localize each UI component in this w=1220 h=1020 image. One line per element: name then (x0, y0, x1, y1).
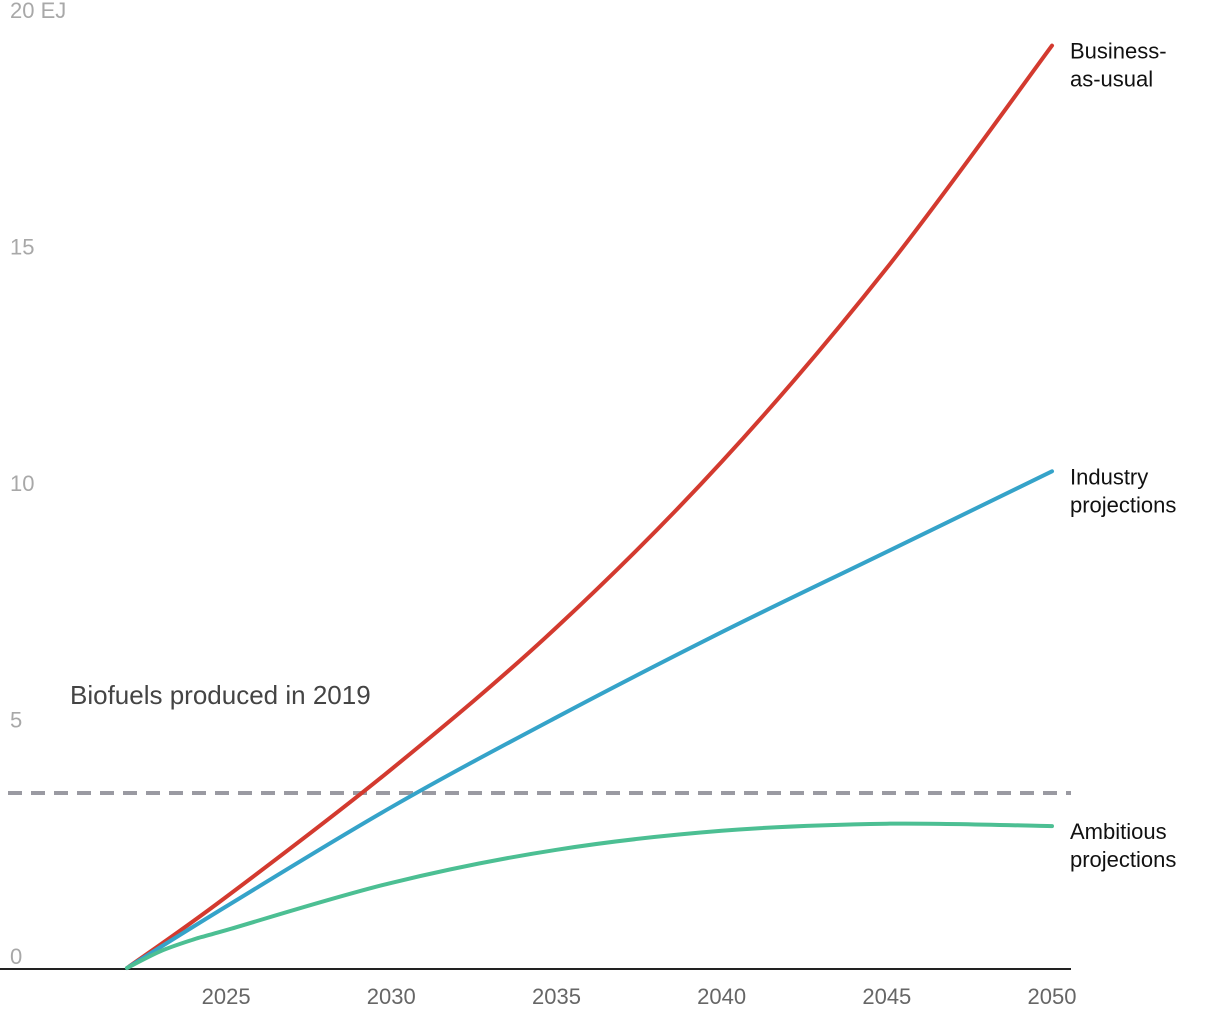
series-label-line: projections (1070, 847, 1176, 872)
series-line-ambitious-projections (125, 821, 1054, 970)
series-label-line: as-usual (1070, 67, 1153, 92)
series-label-line: Business- (1070, 39, 1167, 64)
series-label-line: Industry (1070, 464, 1148, 489)
y-tick-label: 0 (10, 944, 22, 969)
x-tick-label: 2045 (862, 984, 911, 1009)
x-tick-label: 2050 (1028, 984, 1077, 1009)
series-label-line: projections (1070, 492, 1176, 517)
y-tick-label: 15 (10, 235, 34, 260)
series-lines (125, 43, 1054, 970)
series-line-business-as-usual (125, 43, 1054, 970)
series-line-industry-projections (125, 469, 1054, 970)
x-tick-label: 2030 (367, 984, 416, 1009)
series-label-line: Ambitious (1070, 819, 1167, 844)
y-axis-ticks: 0 5 10 15 20 EJ (10, 0, 66, 969)
reference-line-group: Biofuels produced in 2019 (8, 680, 1071, 795)
y-tick-label: 5 (10, 708, 22, 733)
y-tick-label: 20 EJ (10, 0, 66, 23)
x-tick-label: 2025 (202, 984, 251, 1009)
series-label-industry-projections: Industry projections (1070, 464, 1176, 517)
x-tick-label: 2040 (697, 984, 746, 1009)
x-axis-ticks: 2025 2030 2035 2040 2045 2050 (202, 984, 1077, 1009)
series-label-ambitious-projections: Ambitious projections (1070, 819, 1176, 872)
series-label-business-as-usual: Business-as-usual (1070, 39, 1167, 92)
y-tick-label: 10 (10, 471, 34, 496)
x-tick-label: 2035 (532, 984, 581, 1009)
reference-line-label: Biofuels produced in 2019 (70, 680, 371, 710)
